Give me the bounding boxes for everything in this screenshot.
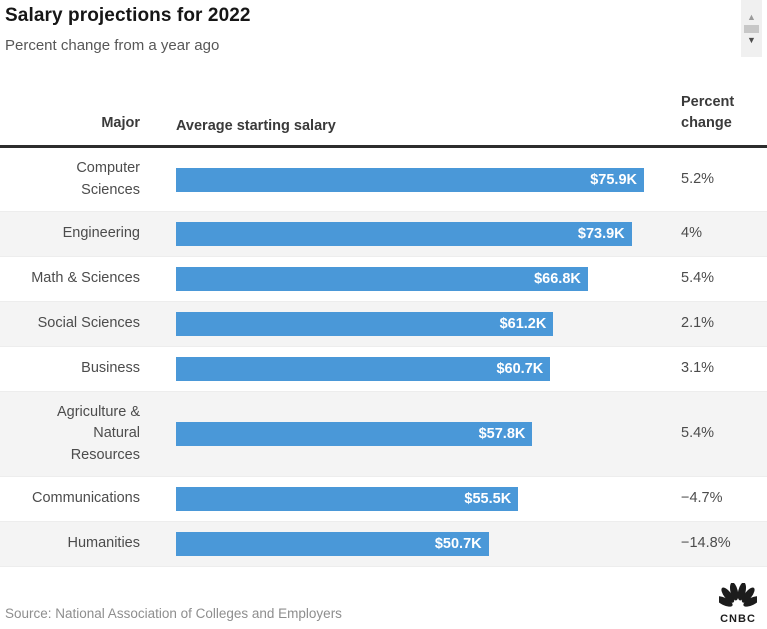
salary-bar: $75.9K (176, 167, 644, 192)
bar-cell: $50.7K (176, 532, 644, 556)
percent-change-value: 5.4% (681, 425, 715, 442)
percent-change-value: −4.7% (681, 490, 723, 507)
salary-bar: $55.5K (176, 487, 519, 511)
salary-bar: $57.8K (176, 422, 533, 446)
footer: Source: National Association of Colleges… (0, 582, 767, 625)
peacock-icon (715, 582, 761, 607)
bar-cell: $61.2K (176, 312, 644, 336)
salary-value-label: $66.8K (534, 271, 581, 287)
page-title: Salary projections for 2022 (5, 5, 251, 26)
salary-bar: $73.9K (176, 222, 632, 246)
table-row: Engineering $73.9K 4% (0, 212, 767, 257)
salary-value-label: $55.5K (464, 491, 512, 507)
table-body: Computer Sciences $75.9K 5.2% Engineerin… (0, 148, 767, 567)
major-label: Business (81, 360, 140, 377)
salary-bar: $66.8K (176, 267, 588, 291)
bar-cell: $73.9K (176, 222, 644, 246)
scrollbar[interactable]: ▲ ▼ (741, 0, 762, 57)
percent-change-value: 5.4% (681, 270, 715, 287)
percent-change-value: −14.8% (681, 535, 731, 552)
table-row: Social Sciences $61.2K 2.1% (0, 302, 767, 347)
salary-table: Major Average starting salary Percent ch… (0, 84, 767, 567)
table-row: Communications $55.5K −4.7% (0, 477, 767, 522)
salary-value-label: $75.9K (590, 171, 637, 188)
source-note: Source: National Association of Colleges… (5, 606, 342, 621)
salary-value-label: $61.2K (499, 316, 547, 332)
table-row: Computer Sciences $75.9K 5.2% (0, 148, 767, 212)
scroll-up-icon[interactable]: ▲ (747, 11, 756, 22)
major-label: Agriculture & Natural Resources (56, 404, 140, 463)
bar-cell: $55.5K (176, 487, 644, 511)
cnbc-logo: CNBC (714, 582, 762, 625)
column-header-major: Major (101, 114, 140, 131)
salary-bar: $61.2K (176, 312, 554, 336)
percent-change-value: 5.2% (681, 170, 715, 187)
table-header-row: Major Average starting salary Percent ch… (0, 84, 767, 148)
bar-cell: $75.9K (176, 167, 644, 192)
bar-cell: $60.7K (176, 357, 644, 381)
percent-change-value: 2.1% (681, 315, 715, 332)
bar-cell: $57.8K (176, 422, 644, 446)
column-header-percent: Percent change (681, 93, 735, 131)
table-row: Humanities $50.7K −14.8% (0, 522, 767, 567)
major-label: Math & Sciences (31, 270, 140, 287)
scrollbar-thumb[interactable] (744, 24, 759, 33)
salary-value-label: $57.8K (478, 426, 526, 442)
salary-value-label: $50.7K (434, 536, 482, 552)
table-row: Agriculture & Natural Resources $57.8K 5… (0, 392, 767, 477)
column-header-salary: Average starting salary (176, 118, 336, 134)
salary-bar: $50.7K (176, 532, 489, 556)
page-subtitle: Percent change from a year ago (5, 37, 220, 54)
table-row: Math & Sciences $66.8K 5.4% (0, 257, 767, 302)
major-label: Computer Sciences (76, 160, 140, 198)
salary-value-label: $60.7K (496, 361, 544, 377)
cnbc-logo-text: CNBC (720, 613, 756, 625)
salary-bar: $60.7K (176, 357, 551, 381)
table-row: Business $60.7K 3.1% (0, 347, 767, 392)
percent-change-value: 3.1% (681, 360, 715, 377)
major-label: Social Sciences (37, 315, 140, 332)
title-block: Salary projections for 2022 Percent chan… (0, 0, 767, 54)
major-label: Engineering (62, 225, 140, 242)
major-label: Humanities (67, 535, 140, 552)
salary-value-label: $73.9K (577, 226, 625, 242)
percent-change-value: 4% (681, 225, 702, 242)
bar-cell: $66.8K (176, 267, 644, 291)
major-label: Communications (32, 490, 140, 507)
scroll-down-icon[interactable]: ▼ (747, 34, 756, 45)
